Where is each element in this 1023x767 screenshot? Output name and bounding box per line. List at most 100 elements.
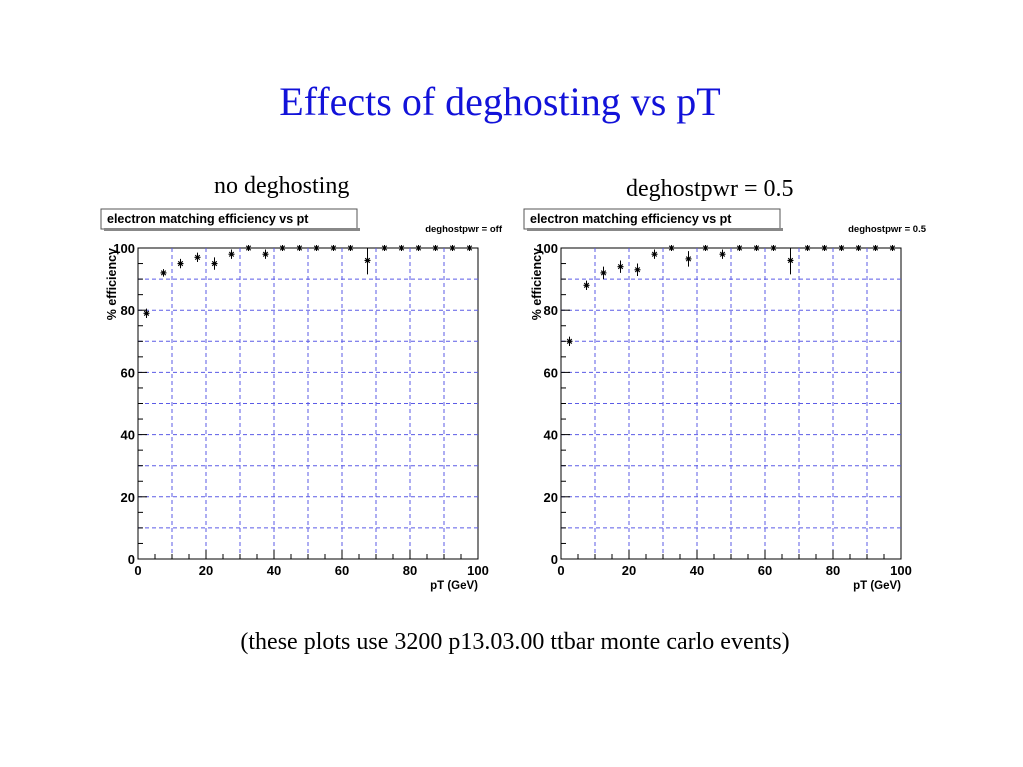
marker-stroke <box>364 257 371 264</box>
data-point <box>347 245 354 251</box>
y-tick-label: 60 <box>121 365 135 380</box>
x-tick-label: 20 <box>622 563 636 578</box>
y-tick-label: 80 <box>544 303 558 318</box>
x-tick-label: 0 <box>557 563 564 578</box>
x-tick-label: 40 <box>267 563 281 578</box>
data-point <box>415 245 422 251</box>
data-point <box>313 245 320 251</box>
data-point <box>245 245 252 251</box>
marker-stroke <box>194 254 201 260</box>
marker-stroke <box>211 260 218 267</box>
data-point <box>668 245 675 251</box>
data-point <box>211 257 218 270</box>
data-point <box>753 245 760 251</box>
marker-stroke <box>719 251 726 257</box>
marker-stroke <box>398 245 405 251</box>
marker-stroke <box>753 245 760 251</box>
slide-footnote: (these plots use 3200 p13.03.00 ttbar mo… <box>240 629 790 655</box>
marker-stroke <box>313 245 320 251</box>
x-tick-label: 60 <box>335 563 349 578</box>
marker-stroke <box>279 245 286 251</box>
slide-title: Effects of deghosting vs pT <box>279 79 721 124</box>
marker-stroke <box>296 245 303 251</box>
marker-stroke <box>347 245 354 251</box>
y-tick-label: 80 <box>121 303 135 318</box>
marker-stroke <box>855 245 862 251</box>
y-axis-label: % efficiency <box>105 248 119 320</box>
marker-stroke <box>787 257 794 264</box>
data-point <box>330 245 337 251</box>
marker-stroke <box>838 245 845 251</box>
data-point <box>398 245 405 251</box>
marker-stroke <box>330 245 337 251</box>
marker-stroke <box>770 245 777 251</box>
marker-stroke <box>889 245 896 251</box>
data-point <box>194 252 201 262</box>
marker-stroke <box>143 310 150 316</box>
plot-title: electron matching efficiency vs pt <box>107 212 309 226</box>
x-tick-label: 80 <box>403 563 417 578</box>
x-tick-label: 20 <box>199 563 213 578</box>
plot-title: electron matching efficiency vs pt <box>530 212 732 226</box>
data-point <box>651 249 658 259</box>
data-point <box>381 245 388 251</box>
marker-stroke <box>160 270 167 276</box>
marker-stroke <box>432 245 439 251</box>
right-plot-subtitle: deghostpwr = 0.5 <box>626 176 794 202</box>
data-point <box>787 248 794 275</box>
x-tick-label: 80 <box>826 563 840 578</box>
plot-stat-label: deghostpwr = off <box>425 224 503 235</box>
marker-stroke <box>634 267 641 273</box>
y-tick-label: 100 <box>536 241 558 256</box>
x-tick-label: 100 <box>890 563 912 578</box>
data-point <box>177 258 184 269</box>
data-point <box>736 245 743 251</box>
data-point <box>432 245 439 251</box>
plot-title-box-shadow <box>527 228 783 231</box>
marker-stroke <box>872 245 879 251</box>
plot-stat-label: deghostpwr = 0.5 <box>848 224 927 235</box>
data-point <box>855 245 862 251</box>
marker-stroke <box>415 245 422 251</box>
marker-stroke <box>702 245 709 251</box>
data-point <box>821 245 828 251</box>
x-axis-label: pT (GeV) <box>430 580 478 592</box>
data-point <box>889 245 896 251</box>
data-point <box>228 249 235 259</box>
data-point <box>466 245 473 251</box>
plot-title-box-shadow <box>104 228 360 231</box>
x-tick-label: 0 <box>134 563 141 578</box>
y-axis-label: % efficiency <box>530 248 544 320</box>
marker-stroke <box>245 245 252 251</box>
marker-stroke <box>228 251 235 257</box>
marker-stroke <box>821 245 828 251</box>
marker-stroke <box>466 245 473 251</box>
x-tick-label: 60 <box>758 563 772 578</box>
data-point <box>685 251 692 267</box>
data-point <box>364 248 371 275</box>
marker-stroke <box>668 245 675 251</box>
marker-stroke <box>583 282 590 288</box>
y-tick-label: 20 <box>544 490 558 505</box>
data-point <box>600 266 607 280</box>
data-point <box>702 245 709 251</box>
marker-stroke <box>736 245 743 251</box>
marker-stroke <box>617 264 624 270</box>
x-tick-label: 40 <box>690 563 704 578</box>
data-point <box>634 263 641 276</box>
data-point <box>583 280 590 290</box>
data-point <box>804 245 811 251</box>
y-tick-label: 40 <box>544 428 558 443</box>
x-axis-label: pT (GeV) <box>853 580 901 592</box>
data-point <box>143 308 150 318</box>
data-point <box>449 245 456 251</box>
data-point <box>262 249 269 259</box>
y-tick-label: 100 <box>113 241 135 256</box>
data-point <box>296 245 303 251</box>
y-tick-label: 40 <box>121 428 135 443</box>
marker-stroke <box>381 245 388 251</box>
y-tick-label: 0 <box>551 552 558 567</box>
marker-stroke <box>262 251 269 257</box>
data-point <box>566 336 573 346</box>
data-point <box>770 245 777 251</box>
